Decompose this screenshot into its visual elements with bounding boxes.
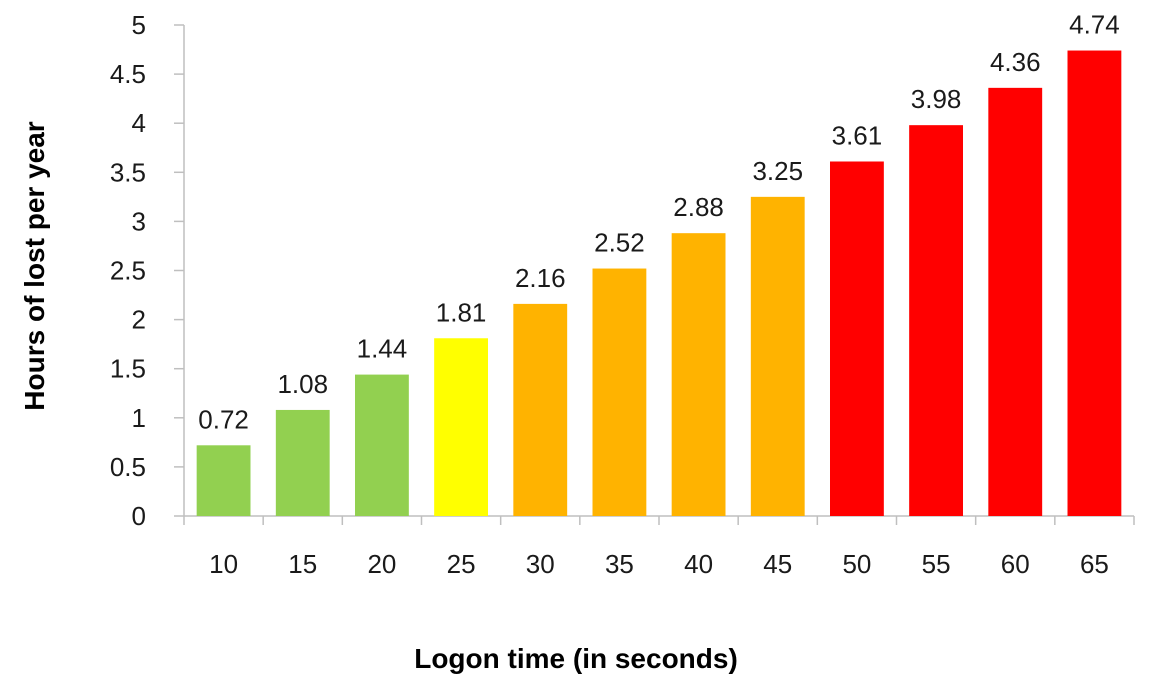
bar	[592, 268, 647, 516]
x-tick-label: 10	[209, 549, 238, 579]
data-label: 2.52	[594, 228, 645, 258]
data-label: 4.74	[1069, 10, 1120, 40]
x-tick-label: 40	[684, 549, 713, 579]
y-tick-label: 5	[132, 10, 146, 40]
data-label: 2.88	[673, 192, 724, 222]
x-tick-label: 35	[605, 549, 634, 579]
bar	[830, 161, 884, 517]
bar	[1067, 50, 1122, 516]
bar	[275, 409, 330, 516]
data-label: 2.16	[515, 263, 566, 293]
bar	[196, 445, 251, 516]
x-ticks: 10 15 20 25 30 35 40 45 50 55 60 65	[183, 516, 1135, 579]
bar	[909, 125, 963, 516]
y-tick-label: 1	[132, 403, 146, 433]
y-tick-label: 0.5	[110, 452, 146, 482]
x-axis: 10 15 20 25 30 35 40 45 50 55 60 65	[183, 515, 1135, 579]
data-labels: 0.72 1.08 1.44 1.81 2.16 2.52 2.88 3.25 3.61 3.98…	[198, 10, 1119, 435]
bar	[355, 374, 409, 516]
y-tick-label: 4	[132, 108, 146, 138]
x-tick-label: 25	[447, 549, 476, 579]
data-label: 1.08	[277, 369, 328, 399]
x-axis-title: Logon time (in seconds)	[414, 643, 738, 674]
x-tick-label: 30	[526, 549, 555, 579]
x-tick-label: 45	[763, 549, 792, 579]
y-ticks: 0 0.5 1 1.5 2 2.5 3 3.5 4 4.5 5	[110, 10, 184, 531]
data-label: 0.72	[198, 404, 249, 434]
y-tick-label: 2.5	[110, 256, 146, 286]
bar	[434, 338, 488, 516]
x-tick-label: 65	[1080, 549, 1109, 579]
x-tick-label: 60	[1001, 549, 1030, 579]
bar	[750, 196, 805, 516]
data-label: 1.44	[357, 334, 408, 364]
data-label: 3.98	[911, 84, 962, 114]
x-tick-label: 50	[842, 549, 871, 579]
y-tick-label: 2	[132, 305, 146, 335]
data-label: 1.81	[436, 297, 487, 327]
x-tick-label: 20	[367, 549, 396, 579]
data-label: 3.25	[752, 156, 803, 186]
x-tick-label: 55	[922, 549, 951, 579]
y-tick-label: 4.5	[110, 59, 146, 89]
bar	[988, 87, 1043, 517]
y-tick-label: 1.5	[110, 354, 146, 384]
y-tick-label: 3.5	[110, 157, 146, 187]
data-label: 3.61	[832, 120, 883, 150]
bar	[671, 233, 726, 516]
bar	[513, 303, 568, 516]
y-tick-label: 0	[132, 501, 146, 531]
y-axis: 0 0.5 1 1.5 2 2.5 3 3.5 4 4.5 5	[110, 10, 185, 531]
y-axis-title: Hours of lost per year	[19, 121, 50, 411]
x-tick-label: 15	[288, 549, 317, 579]
bars	[196, 50, 1122, 517]
y-tick-label: 3	[132, 206, 146, 236]
data-label: 4.36	[990, 47, 1041, 77]
